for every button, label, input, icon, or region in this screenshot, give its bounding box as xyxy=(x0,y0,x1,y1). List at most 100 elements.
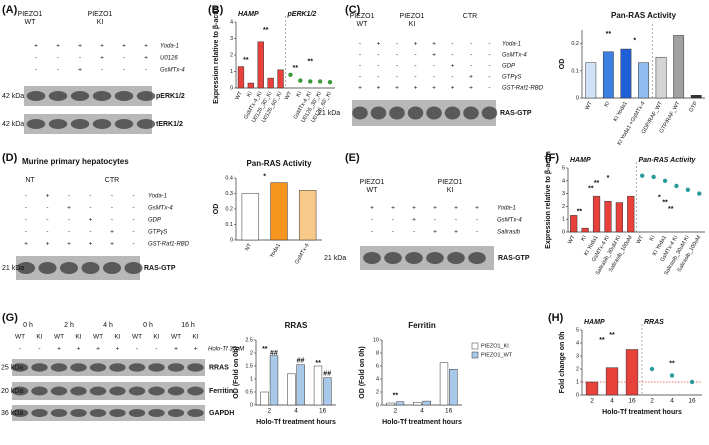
blot-band xyxy=(187,409,204,417)
lane-sign: + xyxy=(414,85,418,92)
y-axis-label: OD xyxy=(559,59,566,70)
data-point xyxy=(288,72,293,78)
row-label: GST-Raf1-RBD xyxy=(148,242,190,248)
band-label: RAS-GTP xyxy=(144,265,176,272)
lane-sign: - xyxy=(155,346,157,353)
lane-sign: - xyxy=(68,229,70,236)
lane-sign: - xyxy=(132,217,134,224)
kda-label: 42 kDa xyxy=(2,121,24,128)
bar xyxy=(260,391,269,406)
blot-band xyxy=(70,91,90,101)
band-label: GAPDH xyxy=(209,410,234,417)
blot-band xyxy=(26,91,46,101)
x-tick-label: WT xyxy=(584,100,594,111)
significance-label: * xyxy=(607,175,610,182)
blot-band xyxy=(426,106,442,120)
significance-label: ** xyxy=(606,31,612,38)
lane-sign: - xyxy=(488,74,490,81)
blot-band xyxy=(167,363,185,372)
blot-band xyxy=(148,386,165,396)
blot-band xyxy=(50,363,68,372)
chart-title: RRAS xyxy=(285,321,308,330)
lane-sign: - xyxy=(57,55,59,62)
significance-label: * xyxy=(263,173,266,180)
y-tick-label: 4 xyxy=(562,178,565,184)
lane-sign: - xyxy=(488,85,490,92)
lane-sign: - xyxy=(46,229,48,236)
lane-sign: - xyxy=(470,63,472,70)
blot-band xyxy=(405,252,423,264)
lane-sign: - xyxy=(89,205,91,212)
lane-header: CTR xyxy=(105,177,119,184)
lane-header: WT xyxy=(367,187,379,194)
significance-label: ** xyxy=(315,360,321,367)
bar xyxy=(270,182,288,241)
lane-sign: - xyxy=(38,346,40,353)
lane-sign: + xyxy=(451,63,455,70)
lane-sign: - xyxy=(414,63,416,70)
lane-header: PIEZO1 xyxy=(88,11,113,18)
panel-label: (H) xyxy=(548,312,564,324)
band-label: Ferritin xyxy=(209,388,233,395)
blot-band xyxy=(128,409,146,417)
legend-label: PIEZO1_KI xyxy=(481,343,509,349)
bar xyxy=(602,51,614,99)
y-tick-label: 2 xyxy=(562,204,565,210)
lane-sign: + xyxy=(454,229,458,236)
lane-header: WT xyxy=(25,19,37,26)
row-label: GDP xyxy=(148,218,161,224)
lane-sign: + xyxy=(377,85,381,92)
significance-label: ** xyxy=(599,337,605,344)
y-tick-label: 3 xyxy=(562,191,565,197)
lane-sign: + xyxy=(475,205,479,212)
x-tick-label: 16 xyxy=(319,408,327,415)
lane-sign: + xyxy=(433,205,437,212)
lane-header: 16 h xyxy=(181,322,195,329)
y-tick-label: 0.2 xyxy=(225,206,233,212)
bar xyxy=(269,355,279,406)
bar xyxy=(581,227,589,233)
x-axis-label: Holo-Tf treatment hours xyxy=(382,419,462,426)
blot-band xyxy=(370,106,387,120)
lane-sign: - xyxy=(488,63,490,70)
lane-sign: - xyxy=(89,229,91,236)
lane-sign: - xyxy=(455,217,457,224)
lane-header: CTR xyxy=(463,13,477,20)
lane-header: 0 h xyxy=(23,322,33,329)
lane-sign: + xyxy=(116,346,120,353)
lane-sign: - xyxy=(359,41,361,48)
blot-band xyxy=(89,409,107,417)
x-tick-label: GTP xyxy=(688,100,699,113)
lane-sign: KI xyxy=(114,334,120,341)
significance-label: ** xyxy=(662,199,668,206)
lane-sign: - xyxy=(488,52,490,59)
bar xyxy=(638,62,649,99)
lane-header: NT xyxy=(25,177,35,184)
x-tick-label: NT xyxy=(244,242,253,252)
blot-band xyxy=(109,409,126,417)
lane-sign: - xyxy=(377,63,379,70)
lane-sign: - xyxy=(19,346,21,353)
significance-label: ** xyxy=(393,393,399,400)
blot-band xyxy=(109,363,126,372)
bar xyxy=(237,66,245,89)
lane-sign: - xyxy=(392,229,394,236)
panel-label: (D) xyxy=(2,152,18,164)
lane-sign: + xyxy=(412,217,416,224)
x-tick-label: 16 xyxy=(628,398,636,405)
x-tick-label: 4 xyxy=(670,398,674,405)
x-tick-label: WT xyxy=(234,90,244,101)
blot-band xyxy=(92,91,112,101)
lane-sign: - xyxy=(392,217,394,224)
blot-band xyxy=(81,262,100,274)
x-tick-label: KI xyxy=(296,90,304,98)
y-tick-label: 2.5 xyxy=(245,337,253,343)
significance-label: ** xyxy=(293,65,299,72)
blot-band xyxy=(109,386,126,396)
lane-sign: - xyxy=(476,217,478,224)
blot-band xyxy=(114,119,134,129)
y-tick-label: 3 xyxy=(230,36,233,42)
bar xyxy=(449,369,458,406)
lane-sign: WT xyxy=(54,334,64,341)
lane-sign: WT xyxy=(15,334,25,341)
